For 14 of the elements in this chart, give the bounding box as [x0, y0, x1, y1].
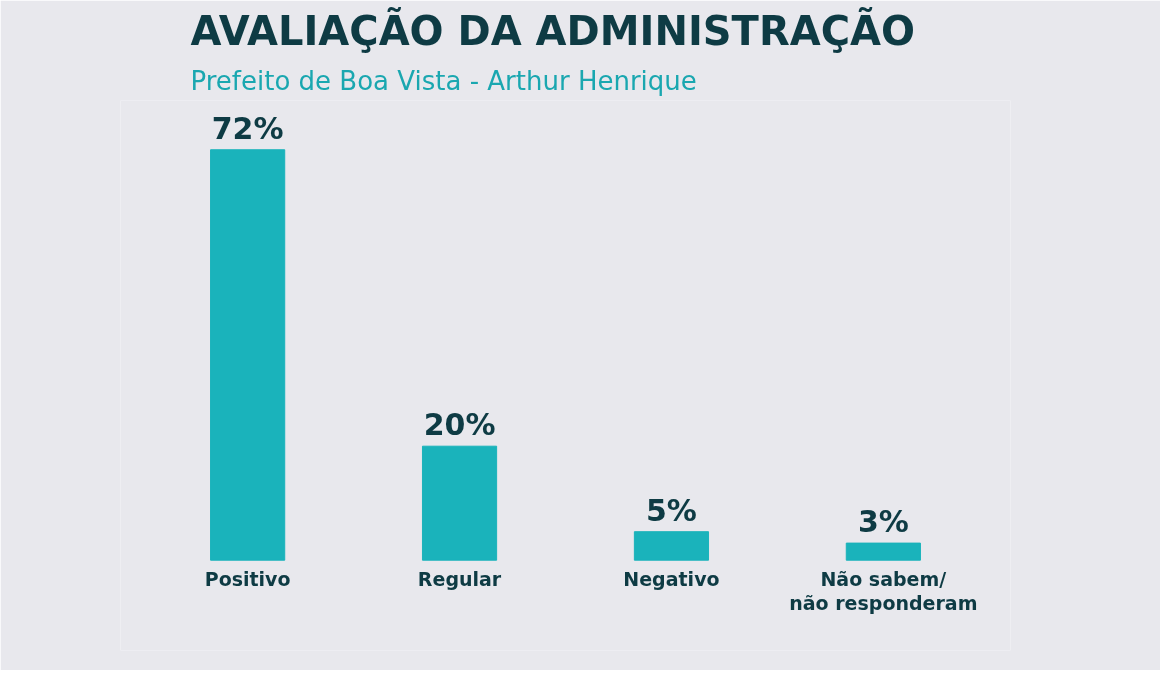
x-tick-label: Positivo	[204, 568, 291, 591]
data-label: 5%	[645, 492, 697, 528]
data-label: 72%	[211, 110, 284, 146]
x-tick-label: Não sabem/ não responderam	[789, 568, 978, 615]
bar	[421, 445, 498, 561]
chart-subtitle: Prefeito de Boa Vista - Arthur Henrique	[190, 65, 697, 96]
data-label: 3%	[857, 504, 909, 540]
bar	[210, 149, 286, 561]
bar	[845, 542, 921, 561]
bar	[633, 531, 710, 561]
chart-title: AVALIAÇÃO DA ADMINISTRAÇÃO	[190, 5, 915, 54]
x-tick-label: Regular	[417, 568, 502, 591]
x-tick-label: Negativo	[623, 568, 720, 591]
data-label: 20%	[423, 407, 496, 443]
